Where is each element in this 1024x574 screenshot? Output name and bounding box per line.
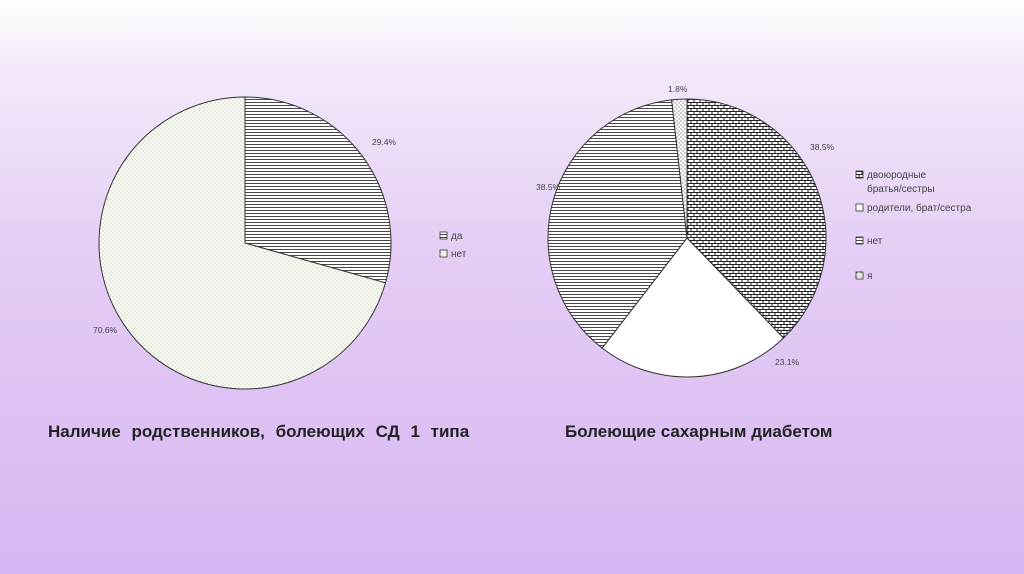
- pie1-data-label-1: 70.6%: [93, 325, 118, 335]
- pie2-data-label-0: 38.5%: [810, 142, 835, 152]
- pie1-legend-label-0-0: да: [451, 231, 463, 242]
- pie2-legend-swatch-3: [855, 271, 864, 280]
- pie2-legend-label-2-0: нет: [867, 236, 883, 247]
- pie2-slice-я: [671, 98, 688, 239]
- pie1-legend-item-да: да: [439, 231, 463, 242]
- pie2-slice-родители-брат-сестра: [601, 237, 785, 378]
- pie1-legend-swatch-1: [439, 249, 448, 258]
- pie2-legend-label-0-0: двоюродные: [867, 170, 927, 181]
- pie2-legend-item-я: я: [855, 271, 872, 282]
- pie2-legend-item-нет: нет: [855, 236, 883, 247]
- caption-chart-2: Болеющие сахарным диабетом: [565, 422, 833, 441]
- pie2-legend-label-1-0: родители, брат/сестра: [867, 202, 972, 214]
- pie1-slice-нет: [98, 96, 387, 390]
- pie1-slice-да: [244, 96, 392, 284]
- pie2-data-label-1: 23.1%: [775, 357, 800, 367]
- pie1-legend-label-1-0: нет: [451, 249, 467, 260]
- pie2-data-label-2: 38.5%: [536, 182, 561, 192]
- pie2-data-label-3: 1.8%: [668, 84, 688, 94]
- pie-chart-relatives: 29.4% 70.6% да нет: [93, 96, 467, 390]
- pie2-legend-item-двоюродные-братья-сестры: двоюродные братья/сестры: [855, 170, 935, 195]
- pie2-legend-swatch-1: [855, 203, 864, 212]
- pie-chart-diabetes: 38.5% 23.1% 38.5% 1.8% двоюродные братья/сест…: [536, 84, 972, 378]
- pie2-legend-swatch-0: [855, 170, 864, 179]
- pie1-legend-item-нет: нет: [439, 249, 467, 260]
- pie2-legend-swatch-2: [855, 236, 864, 245]
- pie2-legend-label-0-1: братья/сестры: [867, 183, 935, 195]
- pie1-data-label-0: 29.4%: [372, 137, 397, 147]
- pie1-legend-swatch-0: [439, 231, 448, 240]
- pie2-slice-нет: [547, 99, 688, 349]
- pie2-legend-label-3-0: я: [867, 271, 872, 282]
- caption-chart-1: Наличие родственников, болеющих СД 1 тип…: [48, 422, 470, 441]
- pie2-slice-двоюродные-братья-сестры: [686, 98, 827, 339]
- pie2-legend-item-родители-брат-сестра: родители, брат/сестра: [855, 202, 972, 214]
